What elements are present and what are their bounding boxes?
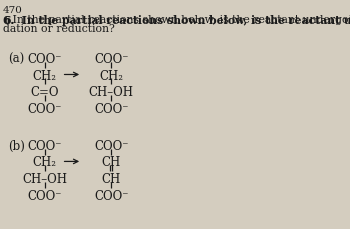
Text: CH₂: CH₂ <box>33 69 57 82</box>
Text: COO⁻: COO⁻ <box>28 52 62 65</box>
Text: COO⁻: COO⁻ <box>28 103 62 116</box>
Text: 6.: 6. <box>3 15 14 26</box>
Text: CH₂: CH₂ <box>33 156 57 169</box>
Text: dation or reduction?: dation or reduction? <box>3 24 115 34</box>
Text: C=O: C=O <box>30 86 59 99</box>
Text: (b): (b) <box>8 139 26 152</box>
Text: COO⁻: COO⁻ <box>28 139 62 152</box>
Text: CH: CH <box>102 156 121 169</box>
Text: In the partial reactions shown below, is the reactant undergoing oxi-: In the partial reactions shown below, is… <box>8 15 350 25</box>
Text: CH₂: CH₂ <box>99 69 123 82</box>
Text: 470: 470 <box>3 6 23 15</box>
Text: COO⁻: COO⁻ <box>94 52 128 65</box>
Text: COO⁻: COO⁻ <box>94 139 128 152</box>
Text: CH–OH: CH–OH <box>22 172 67 185</box>
Text: (a): (a) <box>8 52 25 65</box>
Text: CH: CH <box>102 172 121 185</box>
Text: COO⁻: COO⁻ <box>28 189 62 202</box>
Text: CH–OH: CH–OH <box>89 86 134 99</box>
Text: COO⁻: COO⁻ <box>94 189 128 202</box>
Text: COO⁻: COO⁻ <box>94 103 128 116</box>
Text: 6.  In the partial reactions shown below, is the reactant undergoing oxi-: 6. In the partial reactions shown below,… <box>3 15 350 26</box>
